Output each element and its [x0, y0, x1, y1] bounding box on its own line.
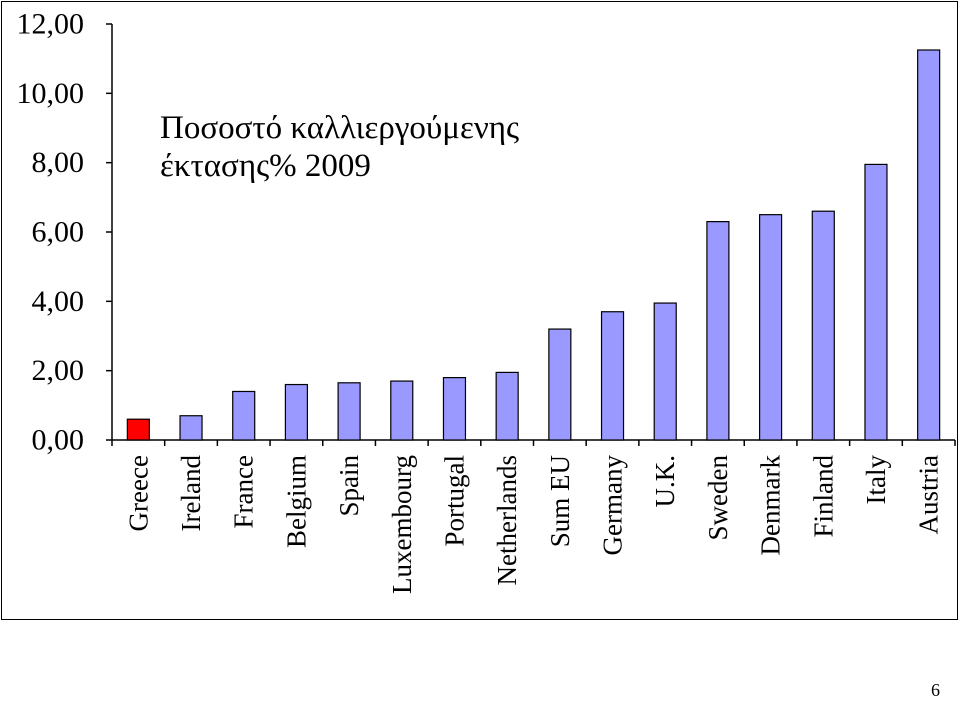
x-tick-label: Greece — [123, 455, 153, 531]
y-tick-label: 12,00 — [17, 8, 85, 41]
x-tick-label: Belgium — [281, 455, 311, 548]
bar-portugal — [442, 377, 467, 441]
y-tick-label: 10,00 — [17, 77, 85, 110]
x-tick-label: France — [229, 455, 259, 528]
page-number: 6 — [931, 680, 940, 700]
x-tick-label: Luxembourg — [387, 455, 417, 594]
bar-u-k — [653, 302, 677, 441]
y-tick-label: 0,00 — [32, 424, 85, 457]
x-tick-label: Finland — [808, 455, 838, 538]
bar-finland — [811, 210, 835, 441]
x-tick-label: Denmark — [756, 455, 786, 556]
x-tick-label: Ireland — [176, 455, 206, 532]
chart-title-line-1: Ποσοστό καλλιεργούμενης — [160, 110, 520, 146]
bar-austria — [917, 49, 941, 441]
chart-frame — [1, 1, 958, 620]
x-tick-label: Italy — [861, 455, 891, 505]
y-tick-label: 6,00 — [32, 216, 85, 249]
y-tick-label: 8,00 — [32, 146, 85, 179]
bar-denmark — [758, 214, 783, 441]
chart-title-line-2: έκτασης% 2009 — [160, 148, 371, 184]
x-tick-label: Spain — [334, 455, 364, 517]
x-tick-label: Sum EU — [545, 455, 575, 547]
x-tick-label: U.K. — [650, 455, 680, 508]
bar-germany — [600, 311, 625, 441]
x-tick-label: Sweden — [703, 455, 733, 541]
x-tick-label: Portugal — [439, 455, 469, 547]
bar-chart: 0,00 2,00 4,00 6,00 8,00 10,00 12,00 Greece Irel… — [17, 8, 956, 594]
bar-sum-eu — [548, 328, 572, 441]
x-tick-label: Austria — [914, 455, 944, 535]
bar-luxembourg — [390, 380, 414, 441]
x-tick-label: Germany — [598, 455, 628, 556]
bar-greece — [126, 418, 150, 441]
bar-netherlands — [495, 371, 519, 441]
bar-spain — [337, 382, 361, 441]
y-tick-label: 4,00 — [32, 285, 85, 318]
y-tick-label: 2,00 — [32, 354, 85, 387]
bar-ireland — [179, 415, 203, 441]
bar-sweden — [706, 221, 730, 441]
bar-belgium — [284, 383, 309, 441]
bar-france — [232, 390, 256, 441]
bar-italy — [864, 163, 888, 441]
x-tick-label: Netherlands — [492, 455, 522, 585]
